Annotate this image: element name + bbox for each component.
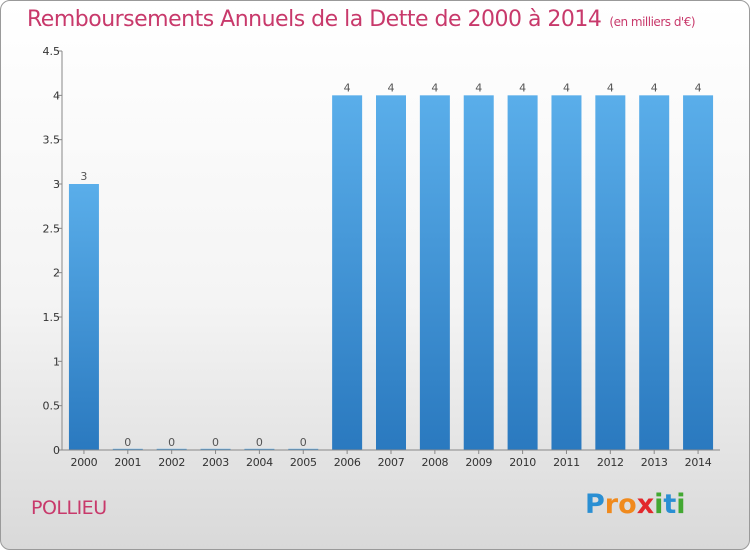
logo-letter: x xyxy=(636,489,655,520)
data-label: 3 xyxy=(80,170,87,183)
bar xyxy=(68,184,99,450)
logo-letter: i xyxy=(676,489,686,520)
y-tick-label: 3.5 xyxy=(43,134,61,147)
logo-letter: r xyxy=(604,489,619,520)
data-label: 0 xyxy=(168,436,175,449)
y-tick-label: 1 xyxy=(53,355,60,368)
data-label: 4 xyxy=(651,81,658,94)
x-tick-label: 2014 xyxy=(685,456,712,469)
x-tick-label: 2004 xyxy=(246,456,273,469)
logo-letter: i xyxy=(654,489,664,520)
x-tick-label: 2000 xyxy=(71,456,98,469)
y-tick-label: 2 xyxy=(53,267,60,280)
bar xyxy=(639,95,670,450)
bar xyxy=(112,448,143,450)
data-label: 4 xyxy=(344,81,351,94)
data-label: 4 xyxy=(607,81,614,94)
data-label: 4 xyxy=(431,81,438,94)
bar xyxy=(244,448,275,450)
y-tick-label: 2.5 xyxy=(43,222,61,235)
x-tick-label: 2001 xyxy=(114,456,141,469)
bar xyxy=(200,448,231,450)
bar xyxy=(288,448,319,450)
x-tick-label: 2008 xyxy=(421,456,448,469)
data-label: 0 xyxy=(300,436,307,449)
bar xyxy=(419,95,450,450)
data-label: 4 xyxy=(475,81,482,94)
x-tick-label: 2010 xyxy=(509,456,536,469)
x-tick-label: 2006 xyxy=(334,456,361,469)
bars-group: 3 0 0 0 0 0 4 4 4 4 4 4 4 4 4 xyxy=(68,81,714,450)
y-tick-label: 0.5 xyxy=(43,400,61,413)
logo-letter: t xyxy=(663,489,677,520)
x-tick-label: 2002 xyxy=(158,456,185,469)
x-tick-label: 2009 xyxy=(465,456,492,469)
bar xyxy=(683,95,714,450)
logo-letter: P xyxy=(585,489,605,520)
title-unit: (en milliers d'€) xyxy=(609,15,696,29)
data-label: 4 xyxy=(519,81,526,94)
data-label: 4 xyxy=(388,81,395,94)
data-label: 0 xyxy=(212,436,219,449)
data-label: 0 xyxy=(256,436,263,449)
y-tick-label: 1.5 xyxy=(43,311,61,324)
bar xyxy=(376,95,406,450)
y-tick-label: 4 xyxy=(53,89,60,102)
y-tick-label: 4.5 xyxy=(43,45,61,58)
bar xyxy=(551,95,582,450)
title-text: Remboursements Annuels de la Dette de 20… xyxy=(27,7,602,32)
bar xyxy=(332,95,363,450)
data-label: 4 xyxy=(563,81,570,94)
data-label: 4 xyxy=(695,81,702,94)
y-tick-label: 3 xyxy=(53,178,60,191)
x-tick-label: 2007 xyxy=(378,456,405,469)
data-label: 0 xyxy=(124,436,131,449)
x-tick-label: 2005 xyxy=(290,456,317,469)
bar xyxy=(595,95,626,450)
x-tick-label: 2012 xyxy=(597,456,624,469)
logo-letter: o xyxy=(618,489,637,520)
x-tick-label: 2013 xyxy=(641,456,668,469)
bar xyxy=(463,95,494,450)
proxiti-logo[interactable]: Proxiti xyxy=(585,489,686,520)
city-name: POLLIEU xyxy=(31,497,107,519)
x-tick-label: 2003 xyxy=(202,456,229,469)
x-tick-label: 2011 xyxy=(553,456,580,469)
y-tick-label: 0 xyxy=(53,444,60,457)
bar xyxy=(507,95,538,450)
chart-title: Remboursements Annuels de la Dette de 20… xyxy=(27,7,696,32)
bar xyxy=(156,448,187,450)
axes-group: 2000 2001 2002 2003 2004 2005 2006 2007 2008 2009… xyxy=(43,45,720,469)
